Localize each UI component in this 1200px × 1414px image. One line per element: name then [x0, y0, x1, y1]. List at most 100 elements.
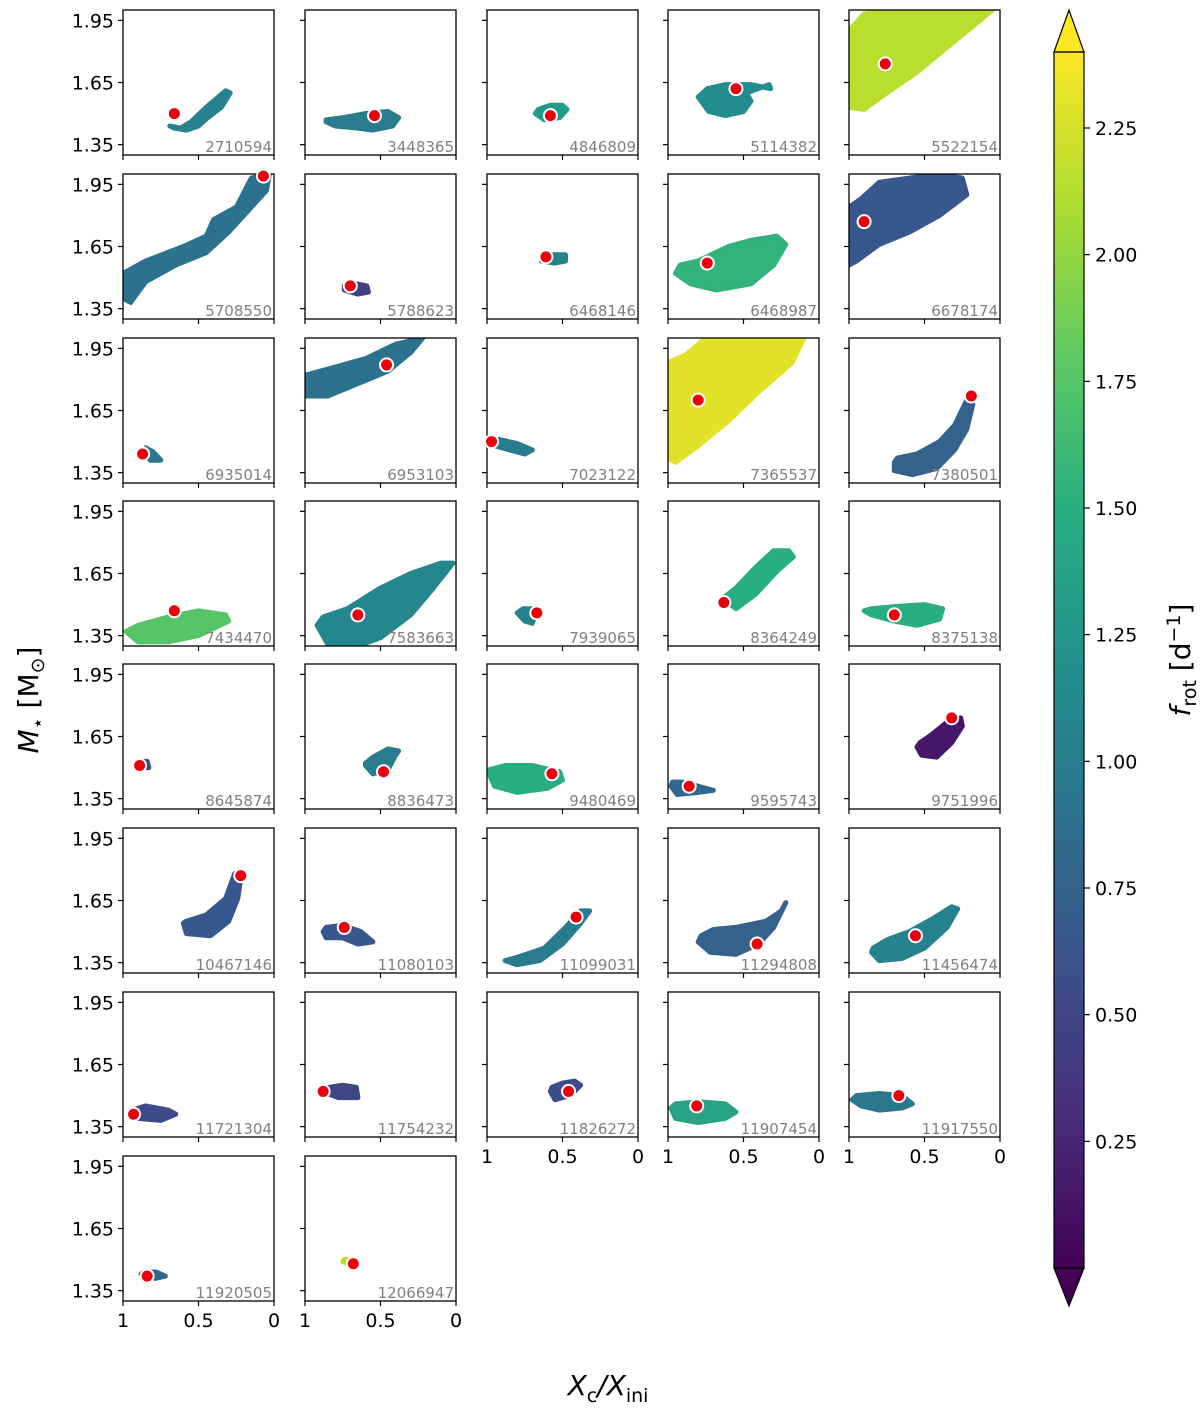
best-fit-point-8645874: [132, 758, 148, 773]
kic-label: 6678174: [931, 302, 998, 320]
kic-label: 9751996: [931, 792, 998, 810]
kic-label: 5788623: [387, 302, 454, 320]
posterior-cloud-5114382: [695, 82, 774, 119]
panel-frame: [486, 9, 639, 156]
kic-label: 8645874: [205, 792, 272, 810]
panel-7939065: 7939065: [482, 500, 639, 651]
panel-11294808: 11294808: [663, 827, 820, 978]
x-tick-label: 1: [662, 1146, 674, 1168]
x-tick-label: 0: [813, 1146, 825, 1168]
best-fit-point-11754232: [315, 1083, 331, 1099]
colorbar-tick-label: 0.25: [1095, 1131, 1137, 1153]
panel-frame: [122, 827, 275, 974]
kic-label: 5708550: [205, 302, 272, 320]
y-tick-label: 1.65: [72, 564, 114, 586]
panel-frame: [122, 337, 275, 484]
y-tick-label: 1.95: [72, 338, 114, 360]
panel-frame: [304, 1155, 457, 1302]
kic-label: 11456474: [922, 956, 998, 974]
y-tick-label: 1.35: [72, 953, 114, 975]
best-fit-point-6935014: [135, 446, 151, 462]
y-tick-label: 1.35: [72, 299, 114, 321]
posterior-cloud-3448365: [323, 109, 402, 133]
panel-3448365: 3448365: [300, 9, 457, 160]
best-fit-point-11826272: [561, 1083, 577, 1099]
y-tick-label: 1.65: [72, 727, 114, 749]
panel-frame: [486, 500, 639, 647]
best-fit-point-8375138: [886, 607, 902, 623]
panel-7434470: 7434470 1.35 1.65 1.95: [72, 500, 275, 651]
kic-label: 8375138: [931, 629, 998, 647]
kic-label: 8836473: [387, 792, 454, 810]
kic-label: 7434470: [205, 629, 272, 647]
panel-5788623: 5788623: [300, 173, 457, 324]
best-fit-point-7380501: [963, 388, 979, 404]
best-fit-point-6468146: [538, 249, 554, 265]
y-tick-label: 1.35: [72, 1281, 114, 1303]
panel-2710594: 2710594 1.35 1.65 1.95: [72, 9, 275, 160]
y-tick-label: 1.95: [72, 1156, 114, 1178]
panel-frame: [667, 500, 820, 647]
panel-frame: [304, 663, 457, 810]
panel-frame: [304, 9, 457, 156]
panel-11456474: 11456474: [844, 827, 1001, 978]
best-fit-point-11907454: [689, 1098, 705, 1114]
panel-9751996: 9751996: [844, 663, 1001, 814]
panel-12066947: 12066947 1 0.5 0: [299, 1155, 462, 1332]
posterior-cloud-11294808: [695, 900, 789, 957]
kic-label: 7583663: [387, 629, 454, 647]
best-fit-point-4846809: [542, 108, 558, 124]
best-fit-point-11080103: [336, 919, 352, 935]
panel-6468146: 6468146: [482, 173, 639, 324]
kic-label: 11754232: [378, 1120, 454, 1138]
panel-4846809: 4846809: [482, 9, 639, 160]
y-tick-label: 1.65: [72, 1219, 114, 1241]
x-tick-label: 0: [268, 1310, 280, 1332]
posterior-cloud-10467146: [180, 871, 244, 939]
kic-label: 9595743: [750, 792, 817, 810]
panel-7583663: 7583663: [300, 500, 457, 651]
kic-label: 11721304: [196, 1120, 272, 1138]
kic-label: 11907454: [741, 1120, 817, 1138]
best-fit-point-7365537: [690, 392, 706, 408]
best-fit-point-7434470: [166, 603, 182, 619]
y-tick-label: 1.65: [72, 1055, 114, 1077]
kic-label: 7380501: [931, 466, 998, 484]
panel-5708550: 5708550 1.35 1.65 1.95: [72, 168, 275, 324]
x-tick-label: 0: [994, 1146, 1006, 1168]
posterior-cloud-6953103: [305, 338, 426, 399]
colorbar-tick-label: 1.25: [1095, 625, 1137, 647]
posterior-cloud-11907454: [668, 1099, 739, 1125]
kic-label: 7365537: [750, 466, 817, 484]
best-fit-point-11721304: [126, 1106, 142, 1122]
x-tick-label: 0.5: [547, 1146, 577, 1168]
best-fit-point-7583663: [350, 607, 366, 623]
colorbar-tick-label: 1.50: [1095, 498, 1137, 520]
best-fit-point-5708550: [255, 168, 271, 184]
best-fit-point-6468987: [699, 255, 715, 271]
x-tick-label: 1: [843, 1146, 855, 1168]
panel-frame: [304, 991, 457, 1138]
panel-11721304: 11721304 1.35 1.65 1.95: [72, 991, 275, 1142]
panel-8836473: 8836473: [300, 663, 457, 814]
kic-label: 6935014: [205, 466, 272, 484]
kic-label: 12066947: [378, 1284, 454, 1302]
panel-6935014: 6935014 1.35 1.65 1.95: [72, 337, 275, 488]
best-fit-point-9595743: [681, 778, 697, 794]
y-tick-label: 1.95: [72, 828, 114, 850]
x-tick-label: 0: [632, 1146, 644, 1168]
y-tick-label: 1.95: [72, 501, 114, 523]
colorbar-tick-label: 0.50: [1095, 1005, 1137, 1027]
panel-6468987: 6468987: [663, 173, 820, 324]
x-tick-label: 0.5: [183, 1310, 213, 1332]
best-fit-point-6678174: [856, 214, 872, 230]
kic-label: 6468987: [750, 302, 817, 320]
panel-10467146: 10467146 1.35 1.65 1.95: [72, 827, 275, 978]
posterior-cloud-9480469: [487, 763, 565, 795]
kic-label: 11099031: [560, 956, 636, 974]
panel-11826272: 11826272 1 0.5 0: [481, 991, 644, 1168]
posterior-cloud-5708550: [123, 174, 272, 305]
x-tick-label: 0.5: [365, 1310, 395, 1332]
panel-8375138: 8375138: [844, 500, 1001, 651]
